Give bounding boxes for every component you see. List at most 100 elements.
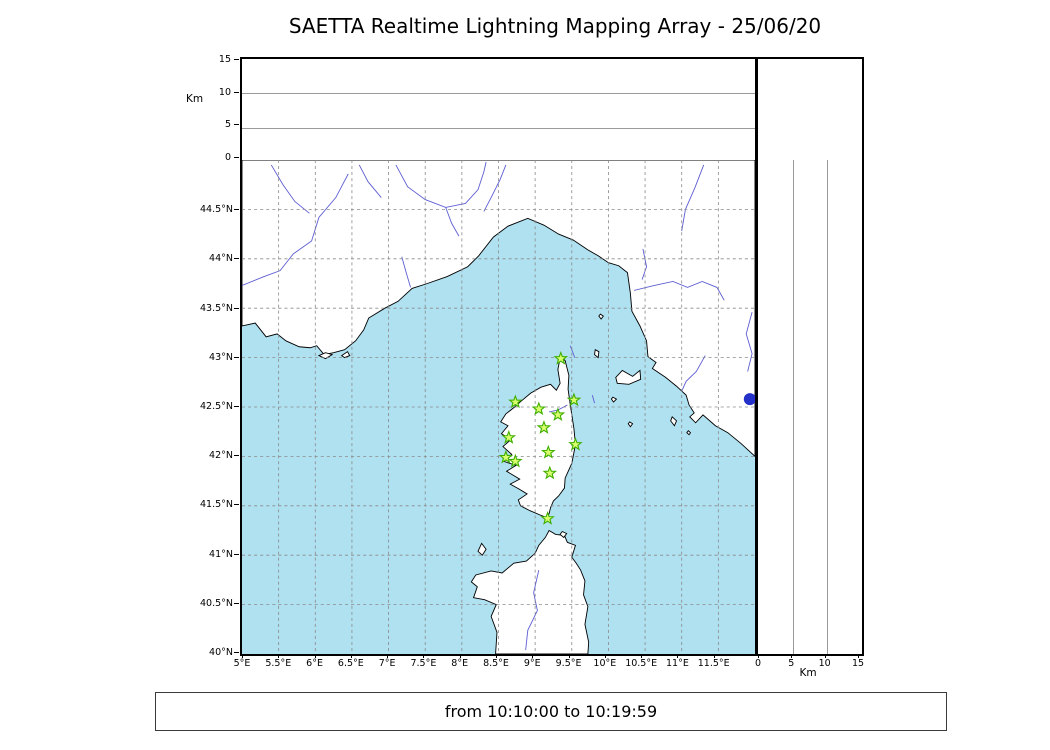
lat-tick-label: 44°N [209,253,233,265]
lat-tick-label: 44.5°N [199,204,233,216]
altitude-tick-label: 15 [218,54,231,65]
river-buech [270,164,310,214]
river-tanaro-branch [445,207,460,237]
tick-mark [532,654,534,658]
tick-mark [387,654,389,658]
tick-mark [459,654,461,658]
tick-mark [568,654,570,658]
map-svg [242,160,755,654]
station-star-marker [508,394,523,409]
river-offshore-line-1 [569,345,576,358]
river-ombrone [681,355,706,392]
tick-mark [234,307,239,309]
landmass-giannutri [686,430,692,436]
station-star-marker [566,392,582,407]
altitude-km-tick-label: 0 [754,658,762,669]
lake-marker [743,393,755,406]
landmass-elba [615,369,642,385]
river-ubaye [358,164,382,198]
corner-panel [756,57,864,165]
landmass-gorgona [598,313,604,320]
lon-tick-label: 5°E [233,658,251,669]
tick-mark [234,59,239,60]
lat-tick-label: 42.5°N [199,401,233,412]
river-durance [242,173,349,286]
tick-mark [234,455,239,457]
altitude-vs-latitude-panel [756,160,864,656]
landmass-giglio [670,416,678,427]
lon-tick-label: 10°E [593,658,617,669]
lat-tick-label: 41.5°N [199,499,233,511]
lon-tick-label: 8.5°E [483,658,509,669]
lon-tick-label: 9°E [523,658,541,669]
station-star-marker [501,429,517,444]
tick-mark [713,654,715,658]
station-star-marker [542,465,558,480]
river-bormida [483,164,507,212]
altitude-tick-label: 10 [218,86,231,98]
lat-tick-label: 40.5°N [199,597,233,609]
tick-mark [278,654,280,658]
tick-mark [791,654,793,658]
lat-tick-label: 43.5°N [199,302,233,314]
tick-mark [234,157,239,158]
altitude-gridline [827,160,829,654]
river-serchio [641,248,648,280]
lat-tick-label: 40°N [209,647,233,658]
tick-mark [496,654,497,658]
landmass-pianosa [610,396,618,403]
lon-tick-label: 8°E [451,658,469,669]
tick-mark [234,209,239,211]
tick-mark [758,654,759,658]
tick-mark [350,654,352,658]
lon-tick-label: 6°E [306,658,323,669]
time-range-box: from 10:10:00 to 10:19:59 [155,692,947,731]
station-star-marker [536,420,552,434]
map-panel [240,160,758,656]
altitude-tick-label: 5 [224,119,231,131]
river-tirso [525,569,540,651]
time-range-text: from 10:10:00 to 10:19:59 [444,702,658,721]
lon-tick-label: 7°E [378,658,396,669]
lon-tick-label: 7.5°E [410,658,437,669]
tick-mark [604,654,606,658]
tick-mark [234,91,239,93]
tick-mark [677,654,679,658]
station-star-marker [498,449,514,464]
lon-tick-label: 11°E [666,658,689,669]
river-tiber-upper [745,311,753,372]
figure-title: SAETTA Realtime Lightning Mapping Array … [288,14,822,38]
station-star-marker [508,453,523,468]
altitude-vs-longitude-panel [240,57,758,165]
altitude-km-tick-label: 15 [851,658,865,669]
altitude-km-tick-label: 10 [818,658,831,669]
tick-mark [641,654,643,658]
station-star-marker [553,351,569,365]
landmass-corsica [500,355,576,519]
station-star-marker [550,407,566,422]
lon-tick-label: 5.5°E [265,658,292,669]
tick-mark [234,124,239,126]
station-star-marker [568,436,583,451]
altitude-gridline [242,127,755,129]
tick-mark [234,504,239,506]
lon-tick-label: 6.5°E [337,658,364,669]
lon-tick-label: 11.5°E [697,658,730,669]
tick-mark [234,356,239,358]
altitude-km-tick-label: 5 [788,658,795,669]
river-var [401,256,411,288]
tick-mark [234,652,239,653]
tick-mark [234,553,239,555]
river-po-tanaro [395,161,487,208]
lat-tick-label: 42°N [209,450,233,462]
landmass-continent [242,160,755,458]
river-reno [681,164,705,232]
landmass-asinara [477,542,487,556]
lon-tick-label: 10.5°E [625,658,658,669]
station-star-marker [531,401,547,416]
tick-mark [314,654,316,658]
tick-mark [242,654,243,658]
tick-mark [234,406,239,407]
station-star-marker [540,444,556,459]
landmass-capraia [594,348,600,359]
